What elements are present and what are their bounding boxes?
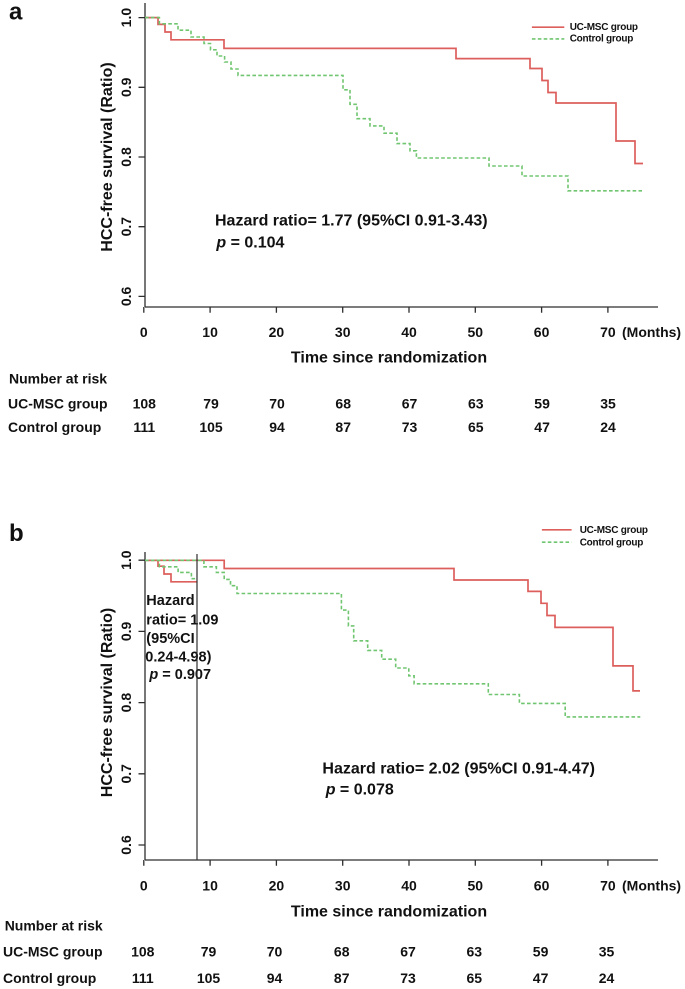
svg-text:Hazard ratio= 2.02 (95%CI 0.91: Hazard ratio= 2.02 (95%CI 0.91-4.47) — [322, 761, 595, 778]
svg-text:63: 63 — [467, 944, 483, 960]
svg-text:70: 70 — [267, 944, 283, 960]
svg-text:68: 68 — [335, 396, 351, 412]
svg-text:35: 35 — [600, 396, 616, 412]
svg-text:87: 87 — [335, 419, 351, 435]
svg-text:Control group: Control group — [580, 538, 644, 549]
svg-text:47: 47 — [534, 419, 550, 435]
svg-text:73: 73 — [400, 970, 416, 986]
svg-text:UC-MSC group: UC-MSC group — [8, 396, 108, 412]
svg-text:105: 105 — [197, 970, 221, 986]
svg-text:30: 30 — [335, 878, 351, 894]
svg-text:0.24-4.98): 0.24-4.98) — [145, 649, 211, 665]
svg-text:67: 67 — [402, 396, 418, 412]
svg-text:(Months): (Months) — [622, 324, 681, 340]
svg-text:HCC-free survival (Ratio): HCC-free survival (Ratio) — [99, 62, 116, 251]
svg-text:UC-MSC group: UC-MSC group — [570, 22, 638, 33]
svg-text:(Months): (Months) — [622, 878, 681, 894]
svg-text:ratio= 1.09: ratio= 1.09 — [146, 613, 218, 629]
svg-text:p = 0.078: p = 0.078 — [325, 781, 394, 798]
svg-text:Time since randomization: Time since randomization — [291, 904, 487, 921]
svg-text:Control group: Control group — [8, 419, 101, 435]
svg-text:65: 65 — [467, 970, 483, 986]
svg-text:Time since randomization: Time since randomization — [291, 350, 487, 367]
svg-text:70: 70 — [600, 324, 616, 340]
svg-text:1.0: 1.0 — [118, 550, 134, 570]
svg-text:10: 10 — [202, 878, 218, 894]
svg-text:p = 0.104: p = 0.104 — [215, 235, 284, 252]
svg-text:0.6: 0.6 — [118, 286, 134, 306]
svg-text:40: 40 — [401, 324, 417, 340]
svg-text:60: 60 — [534, 878, 550, 894]
svg-text:68: 68 — [334, 944, 350, 960]
svg-text:0.7: 0.7 — [118, 217, 134, 237]
svg-text:73: 73 — [402, 419, 418, 435]
svg-text:Control group: Control group — [570, 34, 634, 45]
svg-text:0.9: 0.9 — [118, 621, 134, 641]
svg-text:0.9: 0.9 — [118, 77, 134, 97]
svg-text:24: 24 — [599, 970, 615, 986]
svg-text:0.6: 0.6 — [118, 835, 134, 855]
svg-text:50: 50 — [468, 878, 484, 894]
svg-text:35: 35 — [599, 944, 615, 960]
svg-text:67: 67 — [400, 944, 416, 960]
svg-text:111: 111 — [132, 970, 154, 986]
svg-text:0: 0 — [140, 324, 148, 340]
svg-text:70: 70 — [600, 878, 616, 894]
svg-text:10: 10 — [202, 324, 218, 340]
svg-text:70: 70 — [269, 396, 285, 412]
svg-text:47: 47 — [533, 970, 549, 986]
svg-text:40: 40 — [401, 878, 417, 894]
svg-text:b: b — [9, 520, 24, 547]
svg-text:HCC-free survival (Ratio): HCC-free survival (Ratio) — [99, 608, 116, 797]
svg-text:(95%CI: (95%CI — [146, 631, 194, 647]
svg-text:20: 20 — [269, 324, 285, 340]
svg-text:94: 94 — [267, 970, 283, 986]
svg-text:87: 87 — [334, 970, 350, 986]
svg-text:59: 59 — [533, 944, 549, 960]
svg-text:20: 20 — [269, 878, 285, 894]
svg-text:0.8: 0.8 — [118, 147, 134, 167]
svg-text:0: 0 — [140, 878, 148, 894]
svg-text:30: 30 — [335, 324, 351, 340]
svg-text:Control group: Control group — [3, 970, 96, 986]
svg-text:1.0: 1.0 — [118, 8, 134, 28]
svg-text:94: 94 — [269, 419, 285, 435]
svg-text:Hazard: Hazard — [146, 593, 194, 609]
svg-text:Number at risk: Number at risk — [5, 918, 103, 934]
svg-text:a: a — [9, 0, 23, 26]
svg-text:63: 63 — [468, 396, 484, 412]
svg-text:50: 50 — [468, 324, 484, 340]
svg-text:65: 65 — [468, 419, 484, 435]
svg-text:Number at risk: Number at risk — [9, 371, 107, 387]
svg-text:UC-MSC group: UC-MSC group — [580, 525, 648, 536]
svg-text:59: 59 — [534, 396, 550, 412]
svg-text:24: 24 — [600, 419, 616, 435]
svg-text:111: 111 — [133, 419, 155, 435]
svg-text:0.7: 0.7 — [118, 764, 134, 784]
svg-text:108: 108 — [131, 944, 155, 960]
svg-text:60: 60 — [534, 324, 550, 340]
svg-text:79: 79 — [203, 396, 219, 412]
svg-text:79: 79 — [201, 944, 217, 960]
svg-text:Hazard ratio= 1.77 (95%CI 0.91: Hazard ratio= 1.77 (95%CI 0.91-3.43) — [215, 213, 488, 230]
svg-text:108: 108 — [133, 396, 157, 412]
svg-text:UC-MSC group: UC-MSC group — [3, 944, 103, 960]
svg-text:105: 105 — [199, 419, 223, 435]
svg-text:p = 0.907: p = 0.907 — [148, 667, 211, 683]
svg-text:0.8: 0.8 — [118, 693, 134, 713]
